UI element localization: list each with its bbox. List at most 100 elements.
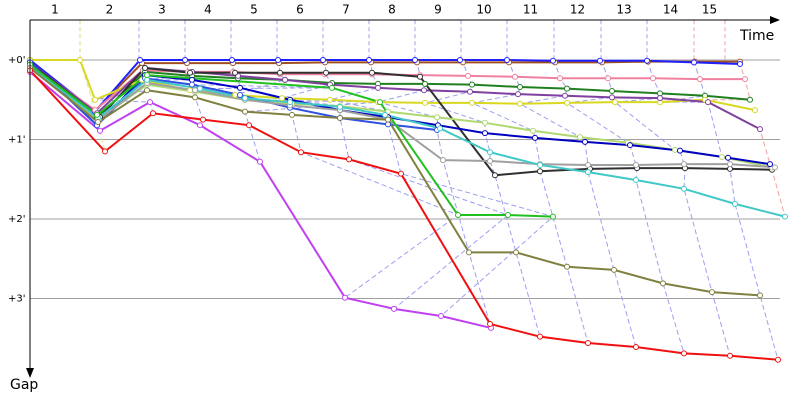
point bbox=[742, 76, 748, 83]
point bbox=[182, 57, 188, 63]
lap-label: 10 bbox=[476, 3, 491, 17]
point bbox=[512, 73, 518, 80]
point bbox=[279, 95, 285, 102]
point bbox=[633, 177, 639, 184]
point bbox=[577, 134, 583, 141]
point bbox=[537, 333, 543, 340]
point bbox=[550, 57, 556, 64]
lap-label: 14 bbox=[663, 3, 678, 17]
point bbox=[767, 161, 773, 168]
point bbox=[611, 266, 617, 273]
point bbox=[537, 168, 543, 175]
point bbox=[681, 185, 687, 192]
lap-label: 1 bbox=[51, 3, 59, 17]
point bbox=[150, 110, 156, 117]
point bbox=[282, 76, 288, 83]
point bbox=[144, 76, 150, 83]
point bbox=[517, 84, 523, 91]
point bbox=[681, 350, 687, 357]
point bbox=[725, 154, 731, 161]
lap-label: 12 bbox=[570, 3, 585, 17]
axes: Time Gap bbox=[10, 16, 780, 393]
point bbox=[550, 213, 556, 220]
series-line bbox=[29, 59, 741, 114]
point bbox=[342, 294, 348, 301]
point bbox=[605, 75, 611, 82]
point bbox=[237, 91, 243, 98]
lap-label: 7 bbox=[342, 3, 350, 17]
y-axis-label: Gap bbox=[10, 377, 38, 393]
point bbox=[323, 69, 329, 76]
point bbox=[482, 119, 488, 126]
grid: +0'+1'+2'+3'1 2 3 4 5 6 7 8 9 10 11 12 13 14 15 bbox=[8, 3, 780, 305]
point bbox=[709, 289, 715, 296]
point bbox=[504, 57, 510, 63]
point bbox=[412, 57, 418, 63]
series-lines bbox=[29, 59, 786, 361]
point bbox=[242, 95, 248, 102]
point bbox=[246, 122, 252, 129]
point bbox=[189, 76, 195, 83]
lap-label: 9 bbox=[434, 3, 442, 17]
point bbox=[77, 57, 83, 63]
point bbox=[757, 126, 763, 133]
point bbox=[467, 88, 473, 95]
point bbox=[487, 320, 493, 327]
point bbox=[585, 161, 591, 168]
point bbox=[189, 81, 195, 88]
point bbox=[482, 130, 488, 137]
point bbox=[564, 99, 570, 106]
point bbox=[232, 69, 238, 76]
point bbox=[644, 57, 650, 64]
point bbox=[650, 75, 656, 82]
point bbox=[97, 127, 103, 134]
point bbox=[582, 138, 588, 145]
point bbox=[672, 146, 678, 153]
point bbox=[457, 57, 463, 63]
point bbox=[192, 94, 198, 101]
point bbox=[585, 340, 591, 347]
series-line bbox=[29, 65, 773, 169]
point bbox=[609, 94, 615, 101]
point bbox=[366, 57, 372, 63]
point bbox=[298, 149, 304, 156]
point bbox=[102, 148, 108, 155]
point bbox=[492, 172, 498, 179]
point bbox=[633, 343, 639, 350]
point bbox=[232, 91, 238, 98]
point bbox=[385, 116, 391, 123]
point bbox=[382, 111, 388, 118]
point bbox=[369, 69, 375, 76]
point bbox=[657, 90, 663, 97]
lap-label: 4 bbox=[204, 3, 212, 17]
point bbox=[677, 147, 683, 154]
y-arrow bbox=[26, 368, 34, 378]
point bbox=[275, 57, 281, 63]
point bbox=[438, 312, 444, 319]
point bbox=[727, 165, 733, 172]
series-line bbox=[29, 60, 740, 113]
point bbox=[752, 107, 758, 114]
point bbox=[530, 127, 536, 134]
point bbox=[95, 119, 101, 126]
point bbox=[737, 60, 743, 67]
point bbox=[434, 114, 440, 121]
point bbox=[398, 170, 404, 177]
point bbox=[609, 88, 615, 95]
point bbox=[627, 142, 633, 149]
point bbox=[681, 161, 687, 168]
series-line bbox=[29, 63, 554, 218]
lap-label: 2 bbox=[106, 3, 114, 17]
point bbox=[487, 157, 493, 164]
lap-label: 15 bbox=[702, 3, 717, 17]
point bbox=[455, 212, 461, 219]
point bbox=[782, 213, 788, 220]
x-arrow bbox=[770, 16, 780, 24]
point bbox=[144, 87, 150, 94]
point bbox=[440, 157, 446, 164]
point bbox=[597, 57, 603, 64]
lap-label: 3 bbox=[158, 3, 166, 17]
point bbox=[375, 84, 381, 91]
point bbox=[287, 99, 293, 106]
